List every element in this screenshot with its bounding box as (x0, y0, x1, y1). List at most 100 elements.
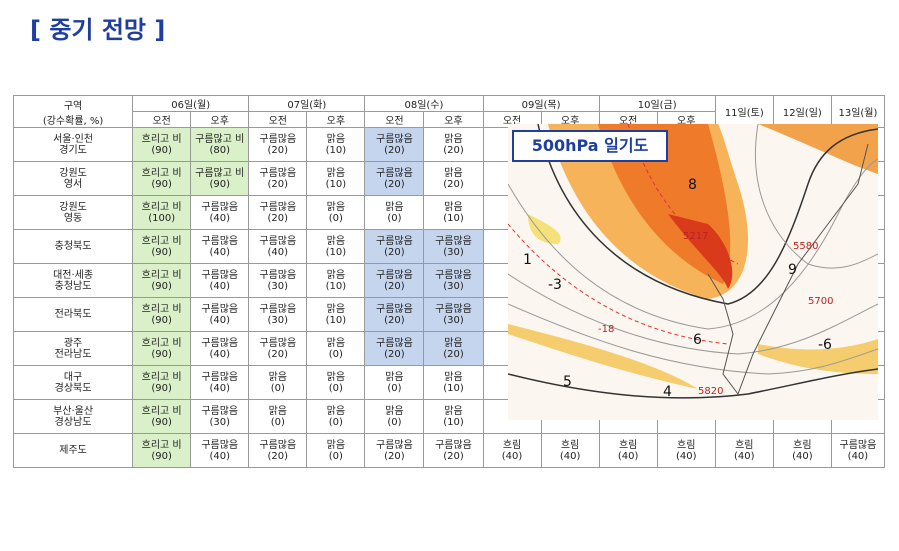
map-label: 5820 (698, 386, 723, 397)
precip-chance: (40) (675, 450, 697, 462)
weather-text: 맑음 (444, 133, 463, 145)
forecast-cell: 맑음 (10) (306, 263, 366, 298)
precip-chance: (20) (443, 348, 464, 360)
map-label: 6 (693, 332, 702, 348)
weather-text: 흐림 (735, 439, 754, 451)
weather-text: 구름많음 (201, 269, 239, 281)
weather-text: 구름많음 (376, 303, 413, 315)
precip-chance: (20) (267, 144, 289, 156)
weather-text: 맑음 (385, 201, 404, 213)
precip-chance: (10) (325, 246, 347, 258)
precip-chance: (0) (387, 212, 402, 224)
forecast-cell: 구름많음 (20) (248, 127, 308, 162)
precip-chance: (20) (384, 314, 405, 326)
forecast-cell: 맑음 (0) (306, 433, 366, 468)
forecast-cell: 흐림 (40) (540, 433, 600, 468)
precip-chance: (0) (270, 382, 285, 394)
forecast-cell: 구름많음 (20) (423, 433, 484, 468)
precip-chance: (10) (443, 212, 464, 224)
region-header: 구역 (강수확률, %) (12, 95, 134, 128)
weather-text: 맑음 (385, 371, 404, 383)
precip-chance: (0) (387, 416, 402, 428)
weather-text: 흐리고 비 (141, 201, 182, 213)
forecast-cell: 흐리고 비 (90) (132, 365, 192, 400)
region-cell: 제주도 (12, 433, 134, 468)
weather-text: 구름많음 (201, 337, 239, 349)
forecast-cell: 흐림 (40) (598, 433, 658, 468)
forecast-cell: 흐리고 비 (90) (132, 161, 192, 196)
weather-text: 맑음 (326, 371, 346, 383)
precip-chance: (10) (325, 144, 347, 156)
forecast-cell: 맑음 (0) (364, 365, 425, 400)
weather-text: 구름많음 (435, 235, 472, 247)
weather-text: 맑음 (444, 167, 463, 179)
weather-text: 흐리고 비 (141, 303, 182, 315)
weather-text: 구름많음 (259, 337, 297, 349)
weather-text: 맑음 (326, 439, 346, 451)
weather-text: 흐리고 비 (141, 405, 182, 417)
forecast-cell: 구름많음 (20) (364, 263, 425, 298)
half-header: 오후 (423, 111, 484, 128)
half-header: 오후 (306, 111, 366, 128)
weather-text: 구름많음 (259, 439, 297, 451)
weather-text: 구름많음 (376, 337, 413, 349)
precip-chance: (20) (384, 280, 405, 292)
precip-chance: (10) (443, 382, 464, 394)
forecast-cell: 구름많음 (30) (248, 297, 308, 332)
forecast-cell: 맑음 (0) (306, 195, 366, 230)
precip-chance: (40) (209, 212, 230, 224)
weather-text: 맑음 (326, 133, 346, 145)
forecast-cell: 흐리고 비 (90) (132, 127, 192, 162)
weather-text: 흐림 (793, 439, 812, 451)
precip-chance: (90) (151, 314, 172, 326)
weather-text: 구름많음 (201, 201, 239, 213)
forecast-cell: 구름많음 (40) (190, 229, 250, 264)
region-cell: 충청북도 (12, 229, 134, 264)
map-label: 9 (788, 262, 797, 278)
precip-chance: (90) (151, 348, 172, 360)
precip-chance: (40) (617, 450, 639, 462)
weather-text: 맑음 (444, 405, 463, 417)
forecast-cell: 맑음 (0) (364, 399, 425, 434)
forecast-cell: 맑음 (10) (423, 399, 484, 434)
precip-chance: (20) (267, 348, 289, 360)
forecast-cell: 흐리고 비 (90) (132, 263, 192, 298)
header-row: 오전 오후 오전 오후 오전 오후 오전 오후 오전 오후 (14, 111, 885, 128)
weather-text: 구름많음 (259, 303, 297, 315)
forecast-cell: 구름많음 (20) (364, 161, 425, 196)
forecast-cell: 맑음 (10) (306, 297, 366, 332)
day-header: 08일(수) (364, 95, 484, 112)
weather-text: 흐리고 비 (141, 371, 182, 383)
precip-chance: (90) (151, 450, 172, 462)
forecast-cell: 구름많음 (40) (190, 331, 250, 366)
forecast-cell: 구름많음 (30) (248, 263, 308, 298)
precip-chance: (80) (209, 144, 230, 156)
forecast-cell: 맑음 (0) (306, 365, 366, 400)
weather-text: 구름많음 (259, 235, 297, 247)
forecast-cell: 흐리고 비 (90) (132, 331, 192, 366)
forecast-cell: 구름많음 (40) (190, 433, 250, 468)
precip-chance: (30) (443, 246, 464, 258)
weather-text: 구름많음 (201, 235, 239, 247)
day-header: 06일(월) (132, 95, 250, 112)
day-header: 12일(일) (772, 95, 832, 128)
precip-chance: (20) (267, 212, 289, 224)
weather-text: 흐리고 비 (141, 235, 182, 247)
forecast-cell: 흐리고 비 (100) (132, 195, 192, 230)
forecast-cell: 구름많음 (40) (830, 433, 886, 468)
weather-text: 흐림 (560, 439, 580, 451)
region-header-line: (강수확률, %) (42, 115, 104, 127)
precip-chance: (20) (384, 450, 405, 462)
precip-chance: (40) (209, 382, 230, 394)
precip-chance: (10) (325, 314, 347, 326)
forecast-cell: 구름많음 (40) (190, 263, 250, 298)
map-label: 5580 (793, 241, 818, 252)
weather-text: 구름많음 (376, 269, 413, 281)
map-label: -18 (598, 324, 614, 335)
weather-text: 맑음 (326, 167, 346, 179)
map-label: 1 (523, 252, 532, 268)
weather-text: 흐리고 비 (141, 167, 182, 179)
precip-chance: (20) (384, 246, 405, 258)
weather-text: 맑음 (326, 337, 346, 349)
